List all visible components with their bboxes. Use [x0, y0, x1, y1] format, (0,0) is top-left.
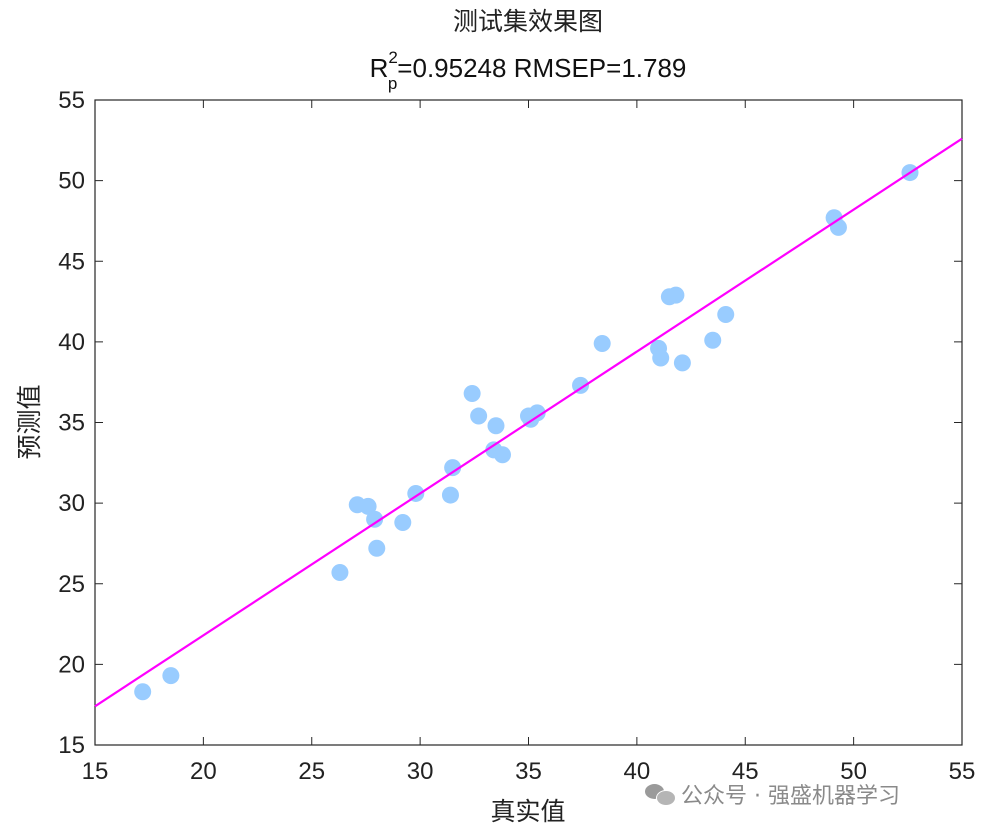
data-point — [441, 486, 459, 504]
watermark-text: 公众号 · 强盛机器学习 — [681, 784, 900, 809]
x-tick-label: 55 — [949, 758, 976, 785]
y-tick-label: 55 — [58, 87, 85, 114]
y-tick-label: 40 — [58, 329, 85, 356]
x-tick-label: 40 — [624, 758, 651, 785]
data-point — [463, 384, 481, 402]
data-points — [134, 164, 919, 701]
x-tick-label: 25 — [298, 758, 325, 785]
data-point — [572, 376, 590, 394]
data-point — [717, 305, 735, 323]
y-tick-label: 25 — [58, 571, 85, 598]
data-point — [134, 683, 152, 701]
data-point — [493, 446, 511, 464]
data-point — [407, 484, 425, 502]
x-tick-label: 50 — [840, 758, 867, 785]
data-point — [593, 334, 611, 352]
x-tick-label: 20 — [190, 758, 217, 785]
x-tick-label: 35 — [515, 758, 542, 785]
y-tick-label: 50 — [58, 168, 85, 195]
data-point — [487, 417, 505, 435]
x-tick-label: 15 — [82, 758, 109, 785]
data-point — [470, 407, 488, 425]
data-point — [704, 331, 722, 349]
chart-subtitle: R2 p=0.95248 RMSEP=1.789 — [370, 48, 687, 93]
data-point — [368, 539, 386, 557]
y-tick-label: 15 — [58, 732, 85, 759]
x-axis-label: 真实值 — [490, 797, 565, 826]
data-point — [673, 354, 691, 372]
y-tick-label: 20 — [58, 651, 85, 678]
x-axis-ticks: 15 20 25 30 35 40 45 50 55 — [82, 100, 976, 785]
data-point — [528, 404, 546, 422]
data-point — [667, 286, 685, 304]
watermark: 公众号 · 强盛机器学习 — [645, 778, 900, 810]
fit-line — [94, 137, 963, 708]
data-point — [829, 218, 847, 236]
y-axis-ticks: 15 20 25 30 35 40 45 50 55 — [58, 87, 962, 759]
y-axis-label: 预测值 — [15, 384, 44, 459]
data-point — [444, 459, 462, 477]
data-point — [162, 667, 180, 685]
data-point — [359, 497, 377, 515]
data-point — [331, 563, 349, 581]
wechat-icon — [645, 782, 676, 806]
chart-title: 测试集效果图 — [453, 7, 603, 36]
x-tick-label: 45 — [732, 758, 759, 785]
data-point — [366, 510, 384, 528]
y-tick-label: 35 — [58, 410, 85, 437]
y-tick-label: 30 — [58, 490, 85, 517]
y-tick-label: 45 — [58, 248, 85, 275]
data-point — [652, 349, 670, 367]
x-tick-label: 30 — [407, 758, 434, 785]
data-point — [394, 513, 412, 531]
